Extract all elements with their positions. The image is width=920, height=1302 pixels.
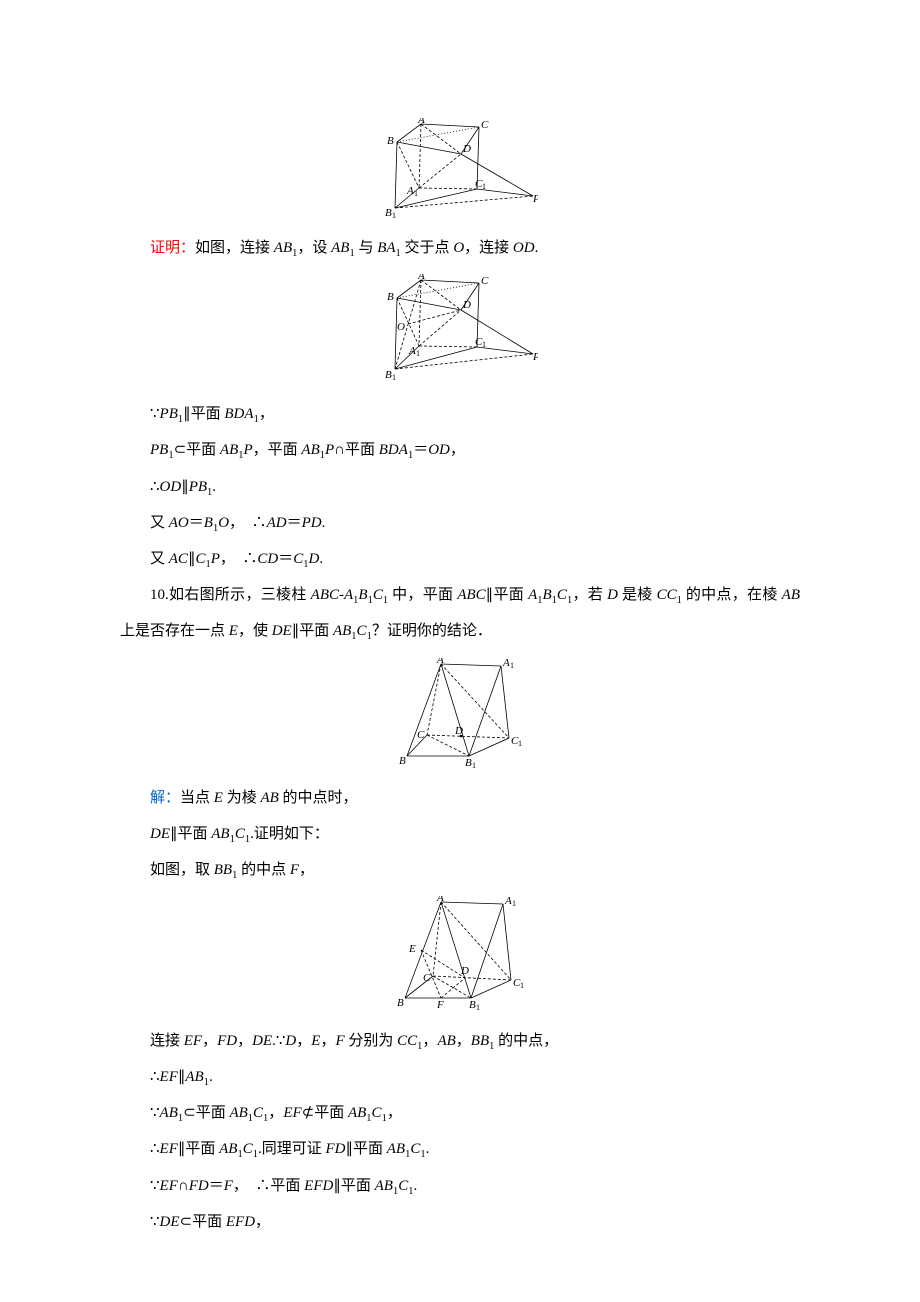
svg-text:A: A xyxy=(417,118,425,126)
svg-text:C: C xyxy=(423,972,431,984)
figure-3: A A1 C D C1 B B1 xyxy=(120,658,800,772)
svg-text:D: D xyxy=(462,143,471,155)
solution-step-b6: ∵DE⊂平面 EFD， xyxy=(120,1204,800,1240)
svg-text:D: D xyxy=(454,725,463,737)
svg-text:B: B xyxy=(465,757,472,768)
svg-text:B: B xyxy=(385,207,392,218)
figure-4: A A1 E C D C1 B F B1 xyxy=(120,896,800,1015)
svg-text:P: P xyxy=(532,193,538,205)
svg-text:C: C xyxy=(481,275,489,287)
solution-step-b5: ∵EF∩FD＝F， ∴平面 EFD∥平面 AB1C1. xyxy=(120,1168,800,1204)
proof-intro: 证明：如图，连接 AB1，设 AB1 与 BA1 交于点 O，连接 OD. xyxy=(120,230,800,266)
proof-step-2: PB1⊂平面 AB1P，平面 AB1P∩平面 BDA1＝OD， xyxy=(120,432,800,468)
svg-text:1: 1 xyxy=(482,340,486,349)
svg-text:F: F xyxy=(436,999,444,1011)
prism-diagram-4: A A1 E C D C1 B F B1 xyxy=(393,896,528,1011)
svg-text:1: 1 xyxy=(476,1003,480,1011)
svg-text:B: B xyxy=(469,999,476,1011)
solution-step-b1: 连接 EF，FD，DE.∵D，E，F 分别为 CC1，AB，BB1 的中点， xyxy=(120,1023,800,1059)
svg-text:B: B xyxy=(387,135,394,147)
svg-text:1: 1 xyxy=(414,189,418,198)
svg-text:1: 1 xyxy=(510,661,514,670)
svg-text:B: B xyxy=(385,369,392,381)
proof-step-1: ∵PB1∥平面 BDA1， xyxy=(120,396,800,432)
proof-step-4: 又 AO＝B1O， ∴AD＝PD. xyxy=(120,505,800,541)
svg-text:C: C xyxy=(417,729,425,741)
proof-step-3: ∴OD∥PB1. xyxy=(120,469,800,505)
svg-text:1: 1 xyxy=(392,373,396,382)
svg-text:1: 1 xyxy=(472,761,476,768)
svg-text:1: 1 xyxy=(518,739,522,748)
svg-text:D: D xyxy=(460,965,469,977)
solution-intro: 解：当点 E 为棱 AB 的中点时， xyxy=(120,780,800,816)
svg-text:A: A xyxy=(436,896,444,904)
svg-text:1: 1 xyxy=(416,349,420,358)
solution-label: 解： xyxy=(150,790,180,806)
svg-text:1: 1 xyxy=(482,182,486,191)
solution-intro-text: 当点 E 为棱 AB 的中点时， xyxy=(180,790,358,806)
solution-step-b2: ∴EF∥AB1. xyxy=(120,1059,800,1095)
svg-text:A: A xyxy=(504,896,512,907)
svg-text:1: 1 xyxy=(520,981,524,990)
solution-step-a2: 如图，取 BB1 的中点 F， xyxy=(120,852,800,888)
solution-step-b4: ∴EF∥平面 AB1C1.同理可证 FD∥平面 AB1C1. xyxy=(120,1131,800,1167)
svg-text:E: E xyxy=(408,943,416,955)
svg-text:B: B xyxy=(397,997,404,1009)
svg-text:D: D xyxy=(462,299,471,311)
svg-text:1: 1 xyxy=(512,899,516,908)
problem-10: 10.如右图所示，三棱柱 ABC-A1B1C1 中，平面 ABC∥平面 A1B1… xyxy=(120,577,800,649)
svg-text:A: A xyxy=(417,274,425,282)
prism-diagram-3: A A1 C D C1 B B1 xyxy=(395,658,525,768)
solution-step-a1: DE∥平面 AB1C1.证明如下： xyxy=(120,816,800,852)
svg-text:P: P xyxy=(532,351,538,363)
prism-diagram-2: A C B D O A1 C1 B1 P xyxy=(383,274,538,384)
proof-step-5: 又 AC∥C1P， ∴CD＝C1D. xyxy=(120,541,800,577)
figure-2: A C B D O A1 C1 B1 P xyxy=(120,274,800,388)
problem-number: 10. xyxy=(150,587,169,603)
svg-text:B: B xyxy=(399,755,406,767)
svg-text:1: 1 xyxy=(392,211,396,218)
svg-text:C: C xyxy=(481,119,489,131)
svg-text:A: A xyxy=(406,185,414,197)
solution-step-b3: ∵AB1⊂平面 AB1C1，EF⊄平面 AB1C1， xyxy=(120,1095,800,1131)
prism-diagram-1: A C B D A1 C1 B1 P xyxy=(383,118,538,218)
document-page: A C B D A1 C1 B1 P 证明：如图，连接 AB1，设 AB1 与 … xyxy=(0,0,920,1300)
svg-text:A: A xyxy=(436,658,444,666)
svg-text:A: A xyxy=(408,345,416,357)
figure-1: A C B D A1 C1 B1 P xyxy=(120,118,800,222)
svg-text:A: A xyxy=(502,658,510,669)
proof-label: 证明： xyxy=(150,240,195,256)
proof-intro-text: 如图，连接 AB1，设 AB1 与 BA1 交于点 O，连接 OD. xyxy=(195,240,538,256)
svg-text:O: O xyxy=(397,321,405,333)
svg-text:B: B xyxy=(387,291,394,303)
